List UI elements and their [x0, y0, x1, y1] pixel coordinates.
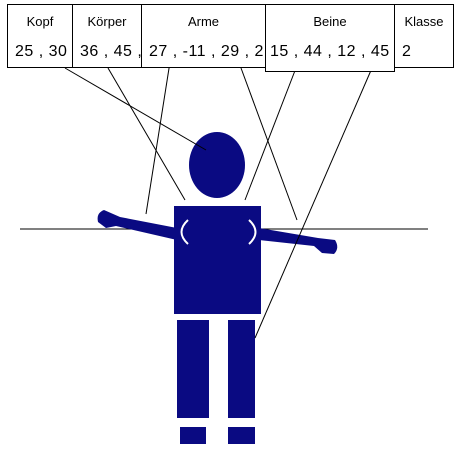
column-values-koerper: 36 , 45 , — [80, 43, 143, 60]
connector-beine-2 — [254, 67, 373, 339]
table-cell-arme: Arme 27 , -11 , 29 , 2, — [141, 4, 269, 68]
table-cell-kopf: Kopf 25 , 30 , — [7, 4, 77, 68]
column-values-arme: 27 , -11 , 29 , 2, — [149, 43, 269, 60]
table-cell-klasse: Klasse 2 — [394, 4, 454, 68]
column-values-beine: 15 , 44 , 12 , 45 , — [270, 43, 400, 60]
figure-left-arm — [97, 210, 177, 240]
connector-kopf — [64, 67, 207, 151]
connector-arme-2 — [240, 67, 298, 221]
column-header-beine: Beine — [313, 14, 347, 29]
connector-lines — [64, 61, 373, 339]
figure-right-foot — [228, 427, 255, 444]
column-header-kopf: Kopf — [26, 14, 54, 29]
figure-body — [97, 132, 338, 444]
figure-right-arm — [259, 228, 338, 254]
figure-torso — [174, 206, 261, 314]
connector-beine-1 — [244, 67, 297, 201]
column-values-kopf: 25 , 30 , — [15, 43, 78, 60]
table-cell-koerper: Körper 36 , 45 , — [72, 4, 142, 68]
connector-koerper — [107, 67, 186, 201]
column-header-koerper: Körper — [87, 14, 127, 29]
figure-head — [189, 132, 245, 198]
figure-left-foot — [180, 427, 206, 444]
connector-arme-1 — [145, 61, 171, 215]
figure-left-leg — [177, 320, 209, 418]
table-cell-beine: Beine 15 , 44 , 12 , 45 , — [265, 4, 399, 72]
column-header-klasse: Klasse — [404, 14, 444, 29]
column-values-klasse: 2 — [402, 43, 412, 60]
figure-right-leg — [228, 320, 255, 418]
column-header-arme: Arme — [187, 14, 220, 29]
